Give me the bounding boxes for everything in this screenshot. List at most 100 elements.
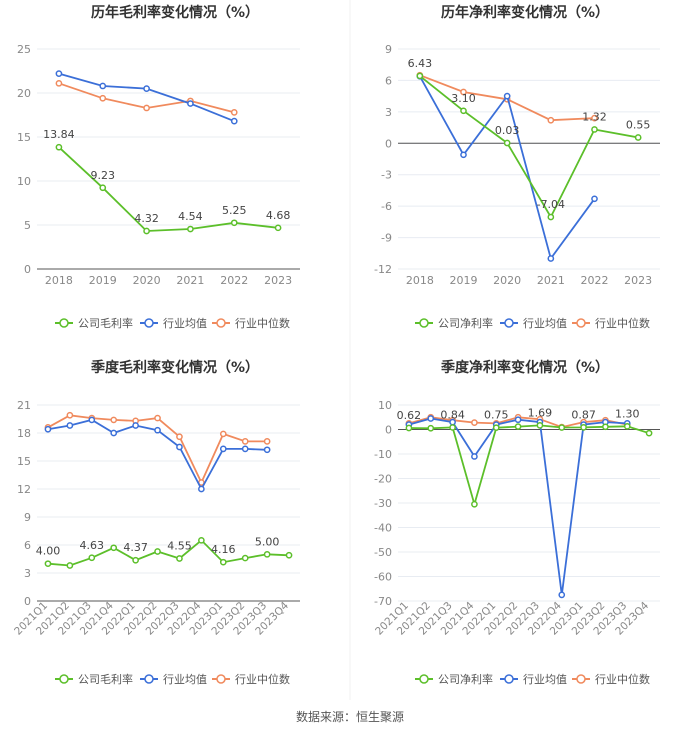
- data-point-company: [132, 556, 139, 564]
- data-point-company: [143, 227, 150, 235]
- data-point-company: [176, 555, 183, 562]
- y-tick-label: -70: [374, 595, 392, 608]
- y-tick-label: -20: [374, 473, 392, 486]
- y-tick-label: 5: [24, 219, 31, 232]
- data-point-company: [274, 224, 282, 232]
- y-tick-label: 0: [24, 595, 31, 608]
- data-point-company: [460, 107, 467, 115]
- data-point-industry_median: [55, 79, 63, 87]
- data-label: 4.63: [80, 539, 105, 552]
- data-label: 0.55: [626, 119, 651, 132]
- data-point-industry_median: [263, 438, 271, 445]
- legend-marker-industry_avg: [504, 318, 514, 328]
- x-tick-label: 2019: [89, 274, 117, 287]
- legend-marker-company: [59, 318, 69, 328]
- data-point-company: [416, 72, 424, 80]
- data-point-industry_avg: [503, 92, 511, 100]
- data-point-industry_avg: [219, 445, 227, 453]
- data-label: 6.43: [408, 57, 433, 70]
- y-tick-label: 10: [378, 399, 392, 412]
- y-tick-label: 3: [385, 106, 392, 119]
- data-point-industry_median: [176, 433, 183, 441]
- data-point-industry_avg: [198, 485, 205, 493]
- data-point-industry_avg: [44, 425, 52, 433]
- data-label: 1.30: [615, 407, 640, 420]
- y-tick-label: 18: [17, 427, 31, 440]
- legend-label: 行业中位数: [235, 672, 290, 686]
- data-label: 1.69: [528, 406, 553, 419]
- data-point-industry_median: [471, 419, 478, 426]
- y-tick-label: 10: [17, 175, 31, 188]
- legend-marker-industry_avg: [504, 674, 514, 684]
- data-point-industry_median: [154, 414, 161, 422]
- legend-label: 行业中位数: [235, 316, 290, 330]
- legend-label: 行业中位数: [595, 316, 650, 330]
- legend-marker-industry_avg: [144, 318, 154, 328]
- y-tick-label: 25: [17, 43, 31, 56]
- data-point-industry_median: [547, 116, 555, 124]
- series-line-industry_avg: [58, 72, 235, 123]
- data-point-company: [449, 424, 456, 431]
- data-label: 5.00: [255, 535, 280, 548]
- legend-label: 公司净利率: [438, 316, 493, 330]
- data-point-company: [285, 551, 293, 559]
- data-point-industry_median: [66, 411, 74, 419]
- legend-label: 公司净利率: [438, 672, 493, 686]
- y-tick-label: 0: [24, 263, 31, 276]
- y-tick-label: -12: [374, 263, 392, 276]
- data-label: 4.16: [211, 543, 236, 556]
- legend-marker-industry_median: [216, 674, 226, 684]
- data-point-company: [66, 562, 74, 569]
- data-point-industry_median: [219, 430, 227, 438]
- x-tick-label: 2022: [581, 274, 609, 287]
- y-tick-label: 12: [17, 483, 31, 496]
- y-tick-label: 3: [24, 567, 31, 580]
- legend-label: 行业均值: [523, 317, 567, 330]
- data-label: 0.84: [440, 408, 465, 421]
- data-point-industry_median: [99, 94, 107, 102]
- data-point-industry_avg: [241, 445, 249, 453]
- chart-title: 历年净利率变化情况（%）: [441, 4, 609, 21]
- y-tick-label: 6: [385, 74, 392, 87]
- y-tick-label: 0: [385, 137, 392, 150]
- data-point-company: [536, 422, 544, 429]
- chart-panel-2: 历年净利率变化情况（%） -12 -9 -6 -3 0 3 6 9 2018 2019 2020 202…: [374, 4, 660, 330]
- y-tick-label: 20: [17, 87, 31, 100]
- data-point-industry_avg: [99, 82, 107, 90]
- data-point-company: [187, 225, 194, 233]
- data-label: 4.54: [178, 210, 203, 223]
- series-line-company: [47, 539, 290, 567]
- data-label: 13.84: [43, 128, 75, 141]
- data-point-industry_avg: [514, 416, 522, 424]
- data-source-note: 数据来源：恒生聚源: [295, 710, 404, 724]
- x-tick-label: 2022: [220, 274, 248, 287]
- data-point-industry_avg: [263, 446, 271, 454]
- chart-panel-1: 历年毛利率变化情况（%） 0 5 10 15 20 25 2018 2019 2020 2021 20…: [17, 4, 300, 330]
- data-point-company: [44, 560, 52, 568]
- data-point-company: [514, 423, 522, 430]
- x-tick-label: 2020: [133, 274, 161, 287]
- x-tick-label: 2018: [45, 274, 73, 287]
- data-point-industry_avg: [176, 443, 183, 451]
- y-tick-label: 21: [17, 399, 31, 412]
- legend-label: 公司毛利率: [78, 316, 133, 330]
- data-point-company: [634, 134, 642, 141]
- data-label: 0.62: [397, 409, 422, 422]
- legend-label: 公司毛利率: [78, 672, 133, 686]
- series-line-company: [58, 146, 279, 232]
- data-point-company: [492, 424, 500, 432]
- chart-title: 历年毛利率变化情况（%）: [91, 4, 259, 21]
- legend-label: 行业均值: [163, 317, 207, 330]
- data-point-company: [219, 558, 227, 566]
- data-point-company: [471, 500, 478, 508]
- y-tick-label: -50: [374, 546, 392, 559]
- data-point-company: [110, 544, 118, 552]
- data-label: 1.32: [582, 110, 607, 123]
- x-tick-label: 2019: [450, 274, 478, 287]
- y-tick-label: -9: [381, 232, 392, 245]
- data-point-company: [591, 126, 598, 133]
- data-point-company: [503, 139, 511, 147]
- data-point-company: [230, 219, 238, 227]
- y-tick-label: -40: [374, 522, 392, 535]
